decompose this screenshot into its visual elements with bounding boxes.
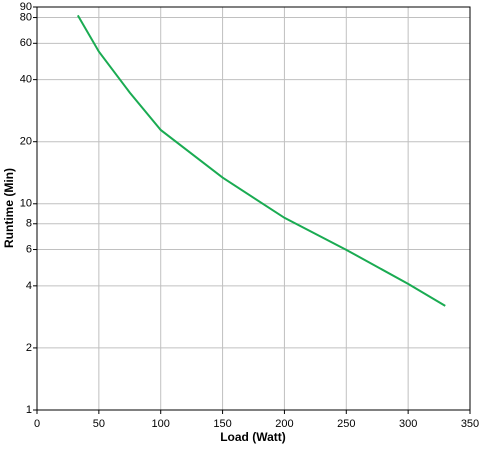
y-tick-label: 60 — [20, 37, 32, 49]
y-tick-label: 1 — [26, 404, 32, 416]
x-tick-label: 50 — [93, 418, 105, 430]
x-tick-label: 100 — [152, 418, 170, 430]
y-tick-label: 8 — [26, 218, 32, 230]
x-tick-label: 300 — [399, 418, 417, 430]
y-tick-label: 90 — [20, 1, 32, 13]
x-axis-title: Load (Watt) — [220, 430, 286, 444]
y-tick-label: 80 — [20, 11, 32, 23]
y-tick-label: 6 — [26, 243, 32, 255]
plot-frame — [36, 6, 471, 411]
x-tick-label: 0 — [34, 418, 40, 430]
y-tick-label: 2 — [26, 342, 32, 354]
x-tick-label: 250 — [337, 418, 355, 430]
x-tick-label: 350 — [461, 418, 479, 430]
y-tick-label: 4 — [26, 280, 32, 292]
x-tick-label: 150 — [213, 418, 231, 430]
x-tick-label: 200 — [275, 418, 293, 430]
y-axis-title: Runtime (Min) — [2, 168, 16, 248]
y-tick-label: 10 — [20, 198, 32, 210]
y-tick-label: 20 — [20, 136, 32, 148]
y-tick-label: 40 — [20, 74, 32, 86]
data-line — [76, 14, 446, 307]
